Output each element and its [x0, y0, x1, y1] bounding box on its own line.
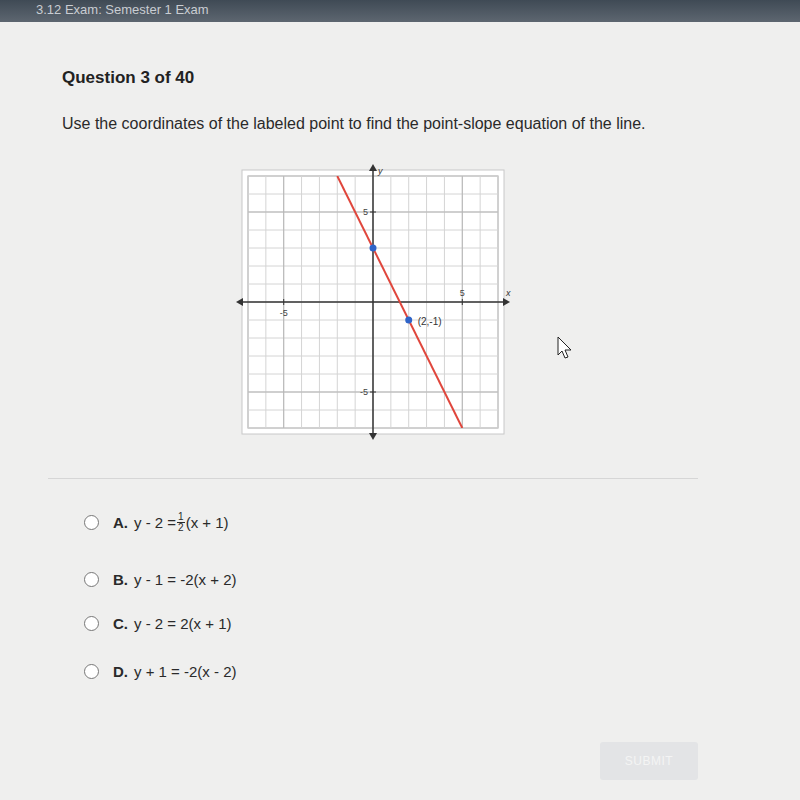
option-letter: D. [113, 663, 128, 680]
radio-button[interactable] [84, 664, 99, 679]
y-tick-label: -5 [360, 387, 368, 397]
mouse-cursor [558, 337, 571, 358]
option-letter: C. [113, 615, 128, 632]
answer-option[interactable]: B. y - 1 = -2(x + 2) [84, 571, 237, 588]
y-tick-label: 5 [363, 207, 368, 217]
radio-button[interactable] [84, 515, 99, 530]
option-text: y - 2 = [134, 514, 176, 531]
data-line [337, 176, 462, 428]
y-axis [372, 166, 374, 438]
exam-title: 3.12 Exam: Semester 1 Exam [36, 2, 209, 17]
option-text: y - 2 = 2(x + 1) [134, 615, 232, 632]
denominator: 2 [178, 523, 184, 533]
option-text: (x + 1) [186, 514, 229, 531]
axis-arrow [236, 298, 243, 306]
point-label: (2,-1) [418, 316, 442, 327]
tick [370, 212, 376, 213]
option-letter: B. [113, 571, 128, 588]
question-number: Question 3 of 40 [62, 68, 194, 88]
radio-button[interactable] [84, 616, 99, 631]
grid-line [283, 176, 284, 428]
option-text: y - 1 = -2(x + 2) [134, 571, 237, 588]
axis-arrow [503, 298, 510, 306]
tick [283, 299, 284, 305]
tick [462, 299, 463, 305]
question-prompt: Use the coordinates of the labeled point… [62, 113, 702, 135]
numerator: 1 [177, 512, 185, 523]
radio-button[interactable] [84, 572, 99, 587]
y-axis-label: y [377, 166, 383, 176]
data-point [370, 245, 377, 252]
answer-option[interactable]: C. y - 2 = 2(x + 1) [84, 615, 232, 632]
data-point [405, 317, 412, 324]
grid-line [248, 212, 498, 213]
submit-button[interactable]: SUBMIT [600, 742, 698, 780]
tick [370, 392, 376, 393]
fraction: 12 [177, 512, 185, 533]
minor-grid [283, 176, 284, 428]
minor-grid [248, 212, 498, 213]
grid-line [462, 176, 463, 428]
x-tick-label: -5 [280, 308, 288, 318]
answer-option[interactable]: D. y + 1 = -2(x - 2) [84, 663, 237, 680]
data-group [337, 176, 462, 428]
x-axis-label: x [505, 288, 511, 298]
axis-arrow [369, 433, 377, 440]
graph-svg: x y -5 5 -5 5 (2,-1) [0, 0, 800, 800]
axis-arrow [369, 164, 377, 171]
x-tick-label: 5 [460, 288, 465, 298]
separator [48, 478, 698, 479]
answer-option[interactable]: A. y - 2 = 12(x + 1) [84, 512, 229, 533]
minor-grid [248, 392, 498, 393]
option-text: y + 1 = -2(x - 2) [134, 663, 237, 680]
option-letter: A. [113, 514, 128, 531]
minor-grid [462, 176, 463, 428]
grid-line [248, 392, 498, 393]
